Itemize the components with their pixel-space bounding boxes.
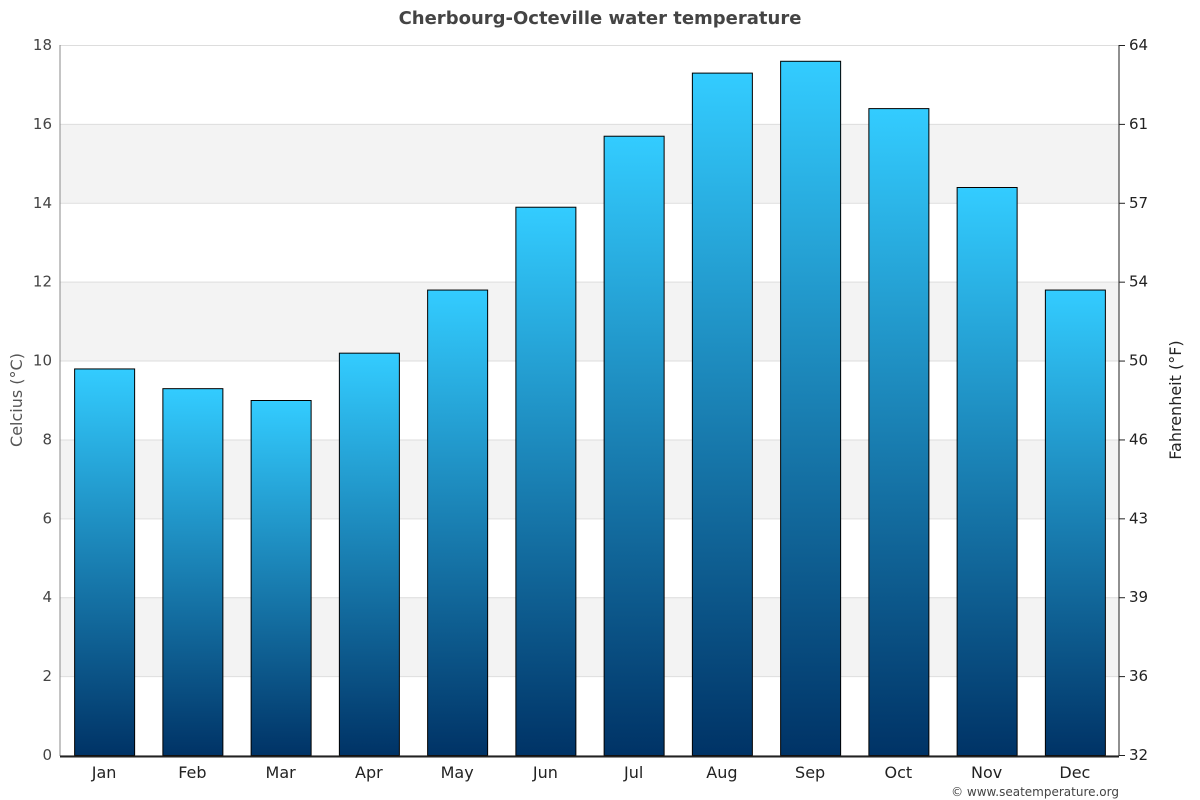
grid-band <box>60 597 1119 677</box>
grid-band <box>60 123 1119 203</box>
y2-tick-label: 64 <box>1129 36 1148 54</box>
bar-jan <box>74 368 136 756</box>
y-tick-label: 12 <box>33 273 52 291</box>
x-tick-label: Nov <box>971 763 1002 782</box>
bar-dec <box>1044 289 1106 756</box>
x-tick-label: Aug <box>706 763 737 782</box>
bar-feb <box>162 388 224 756</box>
bar-apr <box>338 352 400 756</box>
x-tick-label: Feb <box>178 763 206 782</box>
bar-sep <box>780 60 842 757</box>
y2-axis-label: Fahrenheit (°F) <box>1166 340 1185 459</box>
y-tick-label: 2 <box>42 667 52 685</box>
x-tick-label: May <box>441 763 474 782</box>
y-tick-label: 14 <box>33 194 52 212</box>
bar-oct <box>868 108 930 757</box>
bar-aug <box>691 72 753 757</box>
x-tick-label: Mar <box>266 763 297 782</box>
x-tick-label: Jan <box>91 763 117 782</box>
bar-nov <box>956 187 1018 756</box>
y2-tick-label: 43 <box>1129 509 1148 527</box>
credit: © www.seatemperature.org <box>951 785 1119 799</box>
x-tick-label: Jun <box>532 763 558 782</box>
y2-tick-label: 54 <box>1129 273 1148 291</box>
x-tick-label: Dec <box>1059 763 1090 782</box>
y-tick-label: 6 <box>42 509 52 527</box>
y-tick-label: 8 <box>42 430 52 448</box>
y-tick-label: 16 <box>33 115 52 133</box>
y2-tick-label: 39 <box>1129 588 1148 606</box>
y2-tick-label: 50 <box>1129 352 1148 370</box>
x-tick-label: Sep <box>795 763 825 782</box>
y-tick-label: 0 <box>42 746 52 764</box>
grid-band <box>60 281 1119 361</box>
y2-tick-label: 61 <box>1129 115 1148 133</box>
x-tick-label: Oct <box>885 763 913 782</box>
y2-tick-label: 57 <box>1129 194 1148 212</box>
bar-may <box>427 289 489 756</box>
y-tick-label: 4 <box>42 588 52 606</box>
bar-jul <box>603 135 665 756</box>
y2-tick-label: 46 <box>1129 430 1148 448</box>
y2-tick-label: 36 <box>1129 667 1148 685</box>
y-tick-label: 10 <box>33 352 52 370</box>
bar-jun <box>515 206 577 756</box>
grid-band <box>60 439 1119 519</box>
bar-mar <box>250 400 312 756</box>
y-axis-label: Celcius (°C) <box>7 353 26 447</box>
y-tick-label: 18 <box>33 36 52 54</box>
y2-tick-label: 32 <box>1129 746 1148 764</box>
x-tick-label: Jul <box>623 763 643 782</box>
chart-title: Cherbourg-Octeville water temperature <box>399 8 802 29</box>
x-tick-label: Apr <box>355 763 383 782</box>
